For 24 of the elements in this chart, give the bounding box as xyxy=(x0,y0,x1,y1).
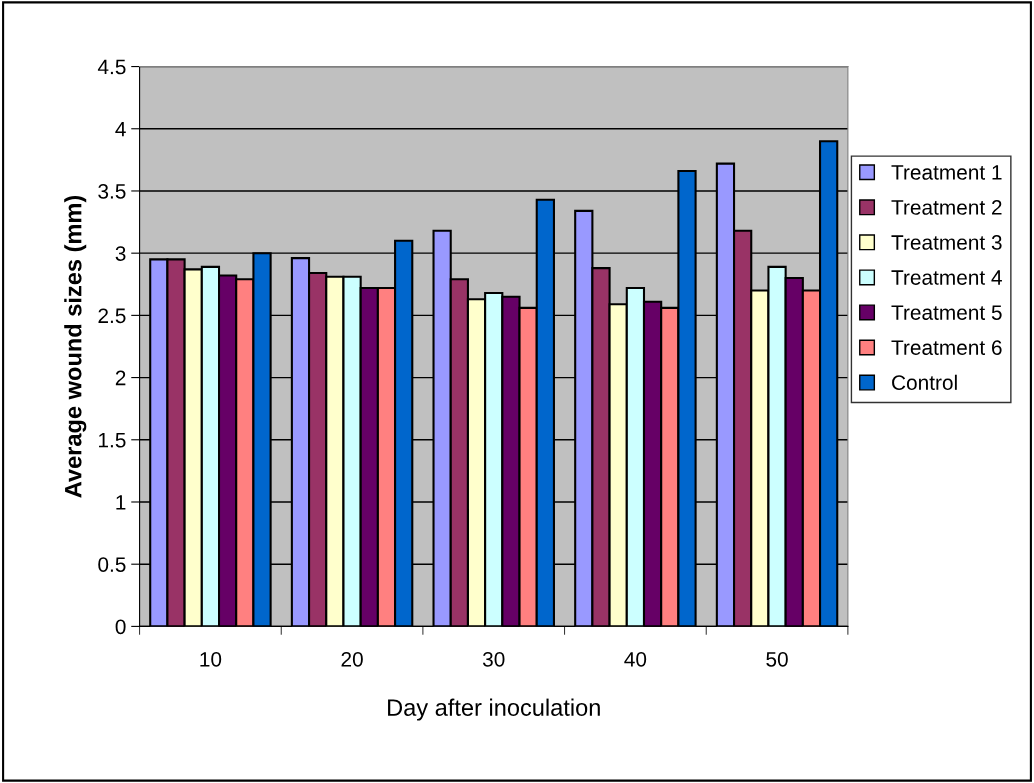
legend-label: Treatment 1 xyxy=(891,165,1002,180)
y-tick-label: 3 xyxy=(115,246,126,261)
y-tick-label: 0.5 xyxy=(98,557,126,572)
legend-label: Treatment 4 xyxy=(891,270,1002,285)
y-tick-label: 1 xyxy=(116,495,126,510)
y-tick-label: 2 xyxy=(115,370,126,386)
legend-label: Control xyxy=(892,374,957,391)
legend-label: Treatment 5 xyxy=(891,305,1002,320)
x-tick-label: 40 xyxy=(624,651,647,667)
legend-label: Treatment 3 xyxy=(891,235,1002,250)
y-axis-title: Average wound sizes (mm) xyxy=(64,195,87,498)
x-tick-label: 30 xyxy=(482,651,505,667)
x-tick-label: 50 xyxy=(766,651,788,667)
y-tick-label: 1.5 xyxy=(99,433,126,448)
x-axis-title: Day after inoculation xyxy=(388,698,600,721)
y-tick-label: 0 xyxy=(115,619,126,635)
y-tick-label: 2.5 xyxy=(98,308,126,324)
y-tick-label: 4.5 xyxy=(97,59,126,75)
x-tick-label: 20 xyxy=(341,651,363,667)
legend-label: Treatment 6 xyxy=(891,340,1002,355)
legend-label: Treatment 2 xyxy=(891,200,1002,215)
y-tick-label: 3.5 xyxy=(98,183,126,199)
y-tick-label: 4 xyxy=(115,121,126,137)
x-tick-label: 10 xyxy=(200,651,222,667)
